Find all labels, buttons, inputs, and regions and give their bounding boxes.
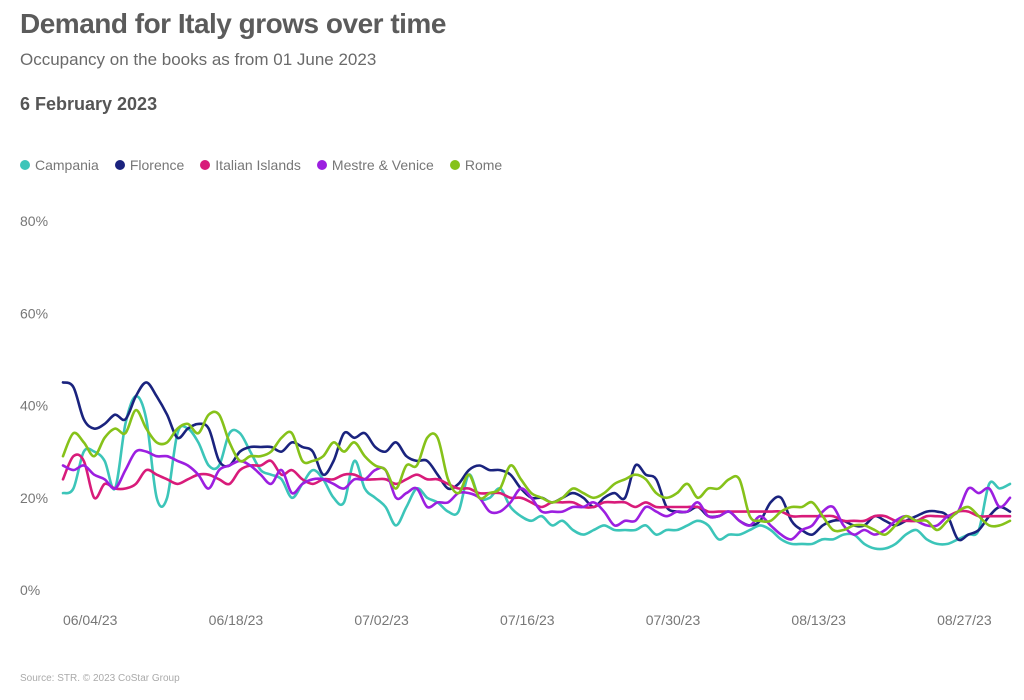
series-line-rome[interactable] xyxy=(61,408,1012,536)
legend-marker-mestre-venice xyxy=(316,160,327,170)
x-tick-label: 07/02/23 xyxy=(354,612,409,628)
legend-label-campania: Campania xyxy=(35,157,99,173)
legend-item-mestre-venice[interactable]: Mestre & Venice xyxy=(316,157,434,173)
series-line-mestre-venice[interactable] xyxy=(61,448,1012,541)
y-tick-label: 60% xyxy=(20,305,48,321)
legend-marker-florence xyxy=(114,160,125,170)
legend-item-florence[interactable]: Florence xyxy=(114,157,185,173)
y-tick-label: 20% xyxy=(20,490,48,506)
x-tick-label: 06/04/23 xyxy=(63,612,118,628)
legend-marker-rome xyxy=(449,160,460,170)
legend-item-rome[interactable]: Rome xyxy=(449,157,503,173)
legend: Campania Florence Italian Islands Mestre… xyxy=(20,157,502,173)
x-tick-label: 08/27/23 xyxy=(937,612,992,628)
legend-label-florence: Florence xyxy=(129,157,185,173)
legend-label-rome: Rome xyxy=(464,157,503,173)
chart-title: Demand for Italy grows over time xyxy=(20,8,446,39)
date-label: 6 February 2023 xyxy=(20,94,158,114)
y-tick-label: 0% xyxy=(20,582,40,598)
chart-subtitle: Occupancy on the books as from 01 June 2… xyxy=(20,50,377,69)
source-note: Source: STR. © 2023 CoStar Group xyxy=(20,673,180,684)
x-tick-label: 08/13/23 xyxy=(791,612,846,628)
legend-label-mestre-venice: Mestre & Venice xyxy=(331,157,434,173)
y-tick-label: 80% xyxy=(20,213,48,229)
x-tick-label: 07/30/23 xyxy=(646,612,701,628)
y-tick-label: 40% xyxy=(20,398,48,414)
legend-marker-campania xyxy=(20,160,30,170)
legend-item-italian-islands[interactable]: Italian Islands xyxy=(200,157,301,173)
legend-label-italian-islands: Italian Islands xyxy=(215,157,301,173)
x-tick-label: 06/18/23 xyxy=(209,612,264,628)
legend-marker-italian-islands xyxy=(200,160,211,170)
legend-item-campania[interactable]: Campania xyxy=(20,157,99,173)
x-tick-label: 07/16/23 xyxy=(500,612,555,628)
